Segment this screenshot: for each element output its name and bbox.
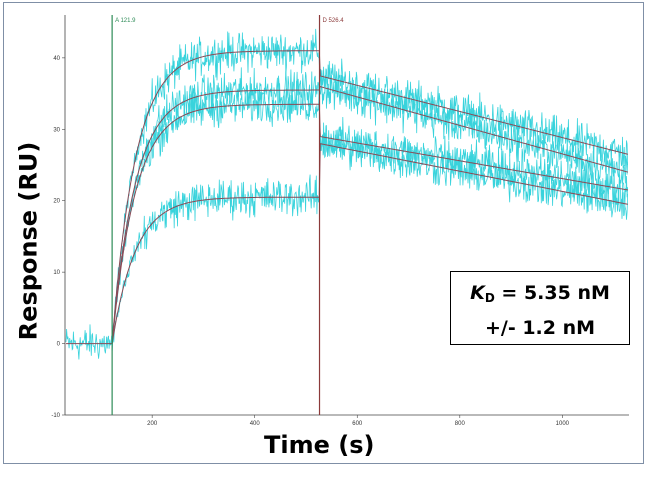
y-tick-label: 30	[53, 127, 60, 133]
sensorgram-plot: -10 0 10 20 30 40 200 400 600 800 1000 A 121.9 D 526…	[51, 15, 629, 427]
y-tick-label: 20	[53, 199, 60, 205]
data-trace-2	[111, 67, 628, 344]
x-tick-label: 800	[455, 421, 466, 427]
dissociation-marker-label: D 526.4	[323, 18, 345, 24]
association-marker-label: A 121.9	[115, 18, 136, 24]
chart-frame: -10 0 10 20 30 40 200 400 600 800 1000 A 121.9 D 526…	[3, 2, 644, 464]
x-tick-label: 400	[250, 421, 261, 427]
fit-curve-2	[111, 85, 629, 344]
kd-value-line: KD = 5.35 nM	[470, 282, 610, 305]
baseline-data-trace	[65, 324, 112, 360]
fit-curve-4	[111, 143, 628, 344]
fit-curve-3	[111, 103, 628, 344]
y-tick-label: 10	[53, 270, 60, 276]
fit-curve-1	[111, 50, 629, 344]
y-tick-label: 40	[53, 56, 60, 62]
x-tick-label: 600	[352, 421, 363, 427]
y-axis-label: Response (RU)	[14, 141, 42, 341]
x-axis-label: Time (s)	[264, 431, 375, 459]
x-tick-label: 200	[147, 421, 158, 427]
y-tick-label: -10	[51, 413, 60, 419]
kd-error-line: +/- 1.2 nM	[484, 317, 596, 339]
kd-annotation-box: KD = 5.35 nM +/- 1.2 nM	[450, 271, 630, 345]
x-tick-label: 1000	[556, 421, 570, 427]
data-trace-4	[111, 129, 628, 352]
y-tick-label: 0	[57, 342, 61, 348]
